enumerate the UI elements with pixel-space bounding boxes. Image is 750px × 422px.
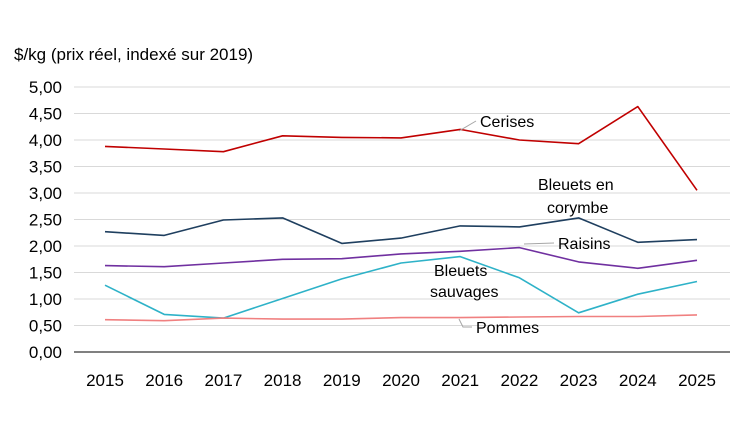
- x-tick-labels: 2015 2016 2017 2018 2019 2020 2021 2022 2023 2024…: [86, 371, 716, 390]
- series-line-bleuets-en-corymbe: [104, 217, 698, 245]
- y-tick-label: 0,50: [29, 317, 62, 336]
- series-line-pommes: [104, 314, 698, 322]
- annotation-leaders: [458, 120, 555, 328]
- y-tick-label: 4,00: [29, 131, 62, 150]
- grid-lines: [74, 86, 730, 353]
- y-tick-label: 2,50: [29, 211, 62, 230]
- y-tick-label: 0,00: [29, 343, 62, 362]
- y-tick-labels: 0,00 0,50 1,00 1,50 2,00 2,50 3,00 3,50 4,00 4,50…: [29, 78, 62, 362]
- x-tick-label: 2023: [560, 371, 598, 390]
- leader-cerises: [458, 120, 477, 132]
- annotation-sauvages-line1: Bleuets: [434, 263, 487, 280]
- x-tick-label: 2025: [678, 371, 716, 390]
- series-line-cerises: [104, 105, 698, 191]
- annotation-corymbe-line2: corymbe: [547, 200, 608, 217]
- series-line-bleuets-sauvages: [104, 255, 698, 319]
- y-tick-label: 4,50: [29, 105, 62, 124]
- annotation-pommes: Pommes: [476, 320, 539, 337]
- y-tick-label: 2,00: [29, 237, 62, 256]
- series-lines: [104, 105, 698, 322]
- leader-pommes: [458, 318, 472, 328]
- x-tick-label: 2024: [619, 371, 657, 390]
- x-tick-label: 2021: [441, 371, 479, 390]
- x-tick-label: 2018: [264, 371, 302, 390]
- y-tick-label: 1,50: [29, 264, 62, 283]
- y-tick-label: 1,00: [29, 290, 62, 309]
- annotation-cerises: Cerises: [480, 114, 534, 131]
- annotation-sauvages-line2: sauvages: [430, 284, 499, 301]
- x-tick-label: 2020: [382, 371, 420, 390]
- x-tick-label: 2019: [323, 371, 361, 390]
- x-tick-label: 2022: [500, 371, 538, 390]
- y-tick-label: 5,00: [29, 78, 62, 97]
- annotation-raisins: Raisins: [558, 236, 610, 253]
- x-tick-label: 2015: [86, 371, 124, 390]
- y-axis-label: $/kg (prix réel, indexé sur 2019): [14, 45, 253, 64]
- y-tick-label: 3,00: [29, 184, 62, 203]
- y-tick-label: 3,50: [29, 158, 62, 177]
- leader-raisins: [523, 242, 555, 245]
- x-tick-label: 2017: [204, 371, 242, 390]
- x-tick-label: 2016: [145, 371, 183, 390]
- series-line-raisins: [104, 246, 698, 270]
- annotation-corymbe-line1: Bleuets en: [538, 177, 614, 194]
